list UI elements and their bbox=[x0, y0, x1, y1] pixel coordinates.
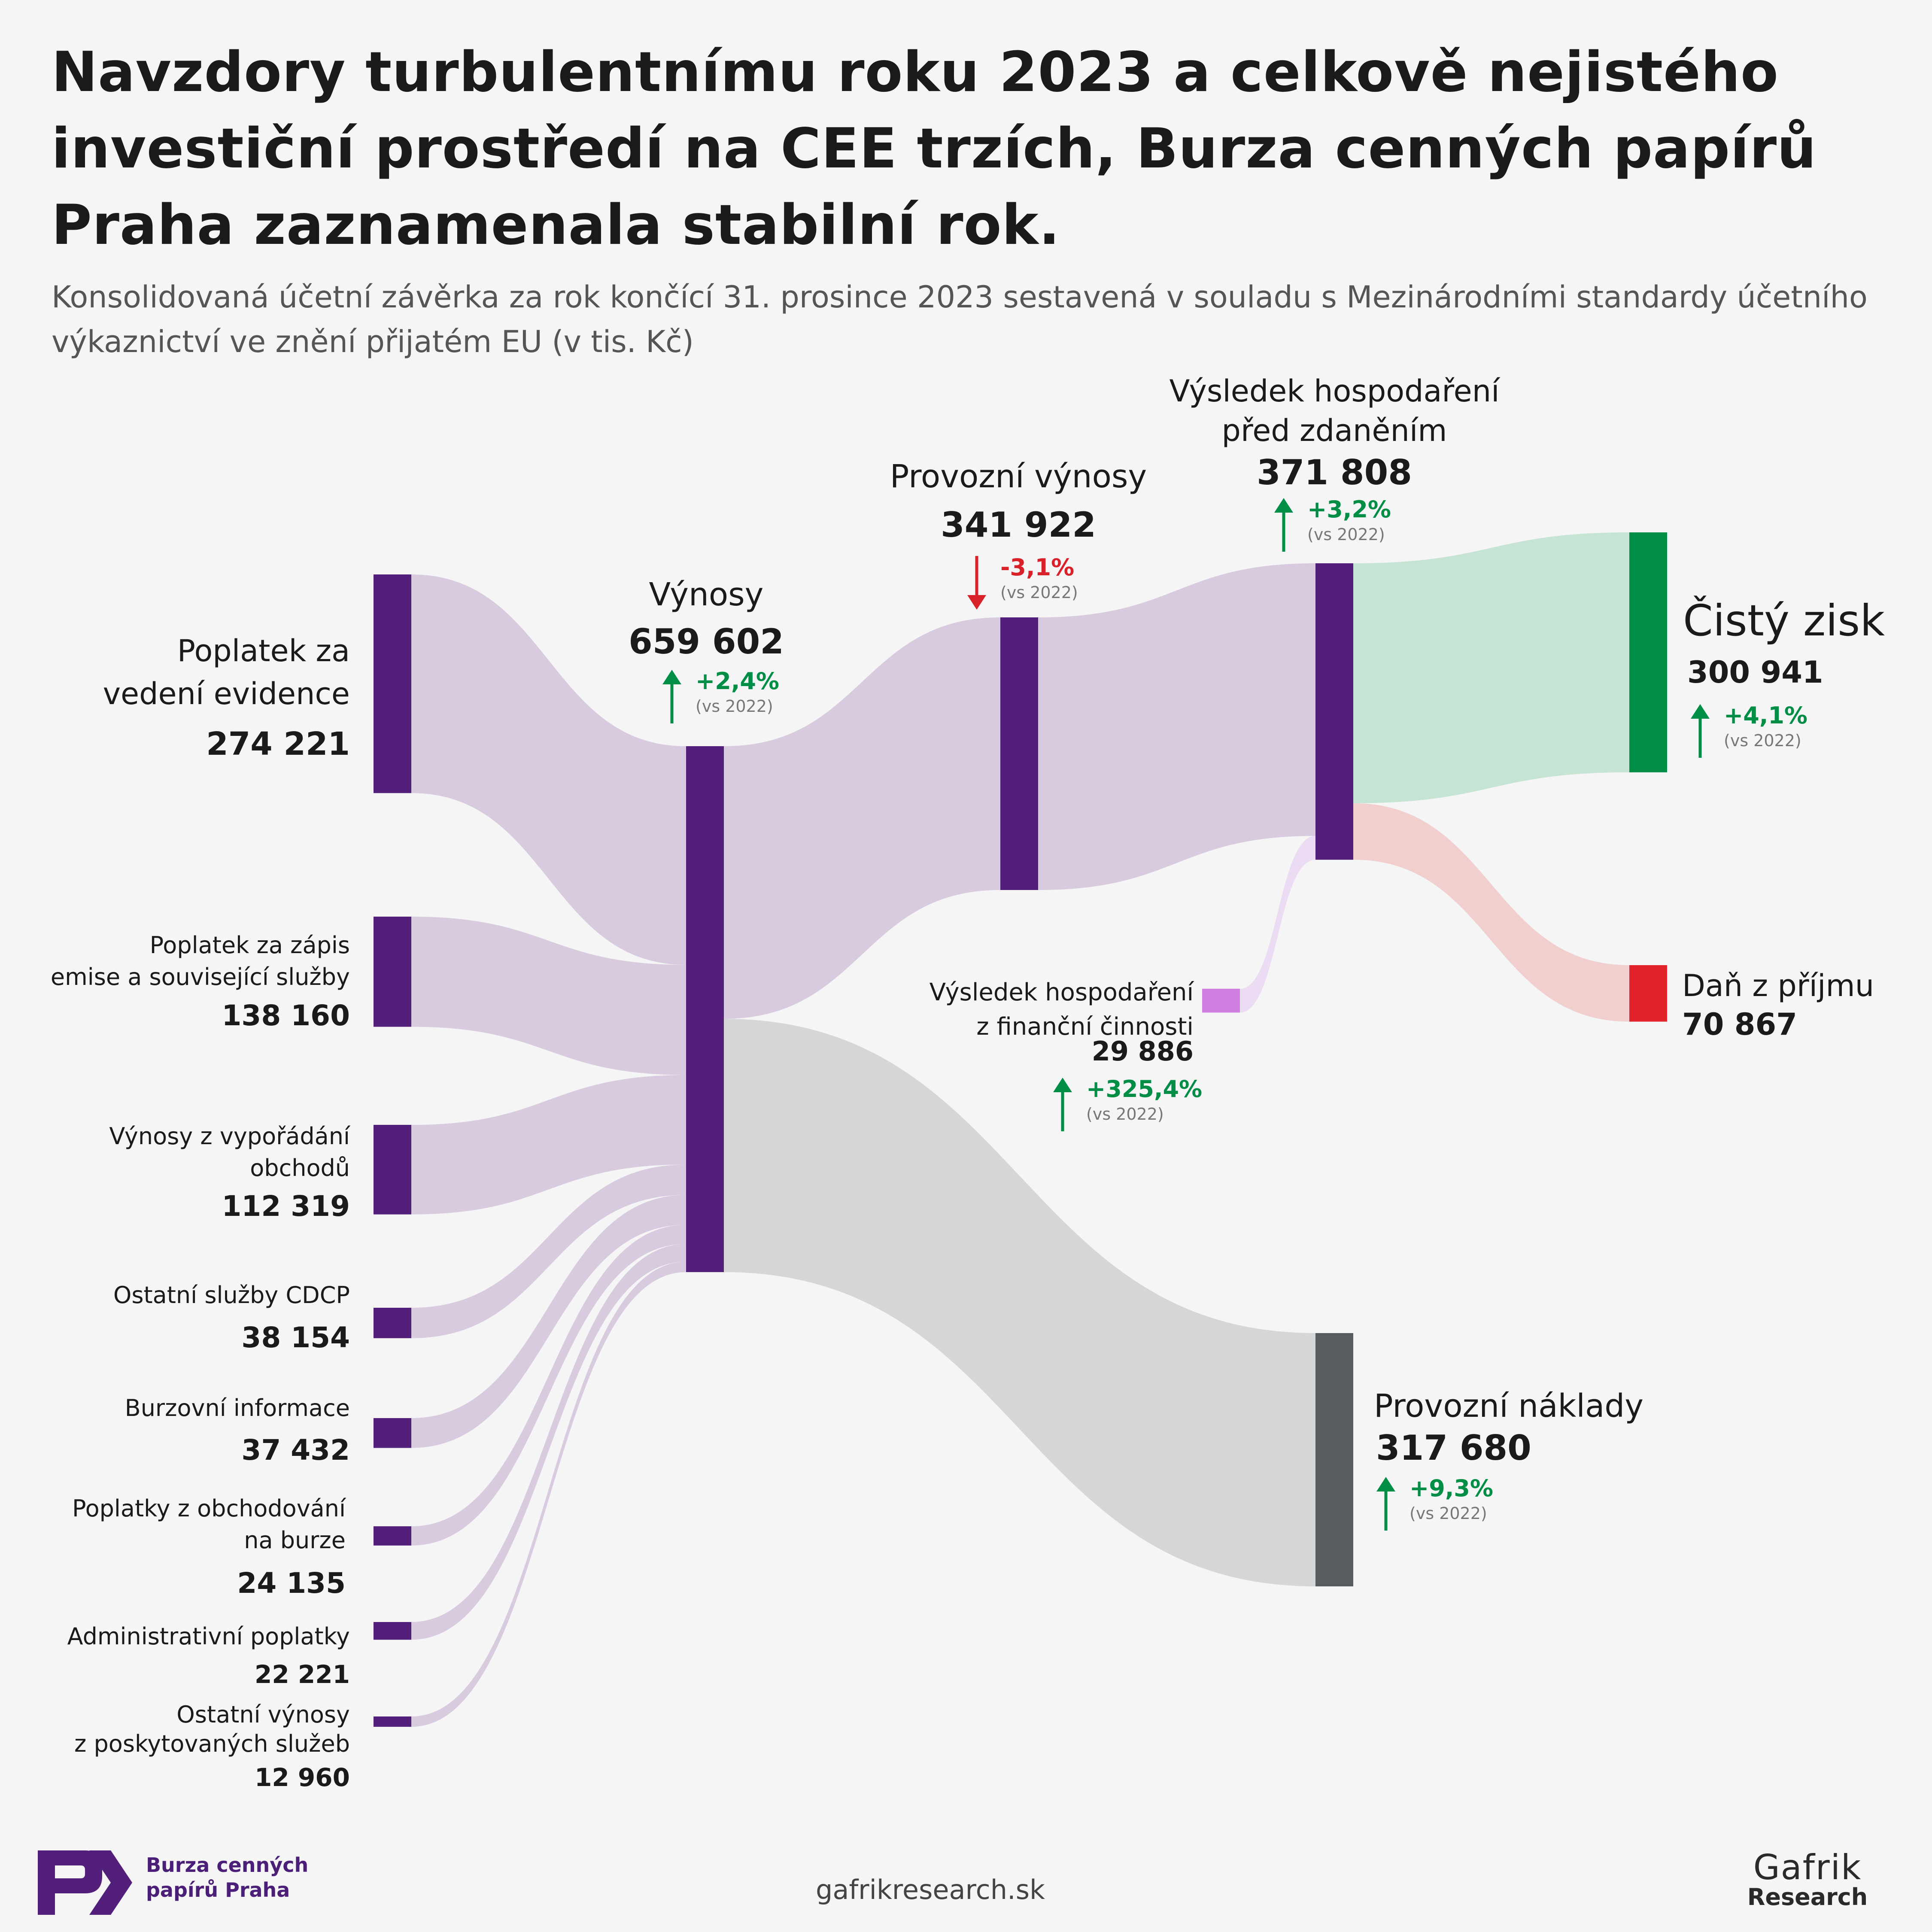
node-administrativni bbox=[374, 1622, 411, 1640]
label-financni-line-2: z finanční činnosti bbox=[976, 1013, 1194, 1041]
provozni-naklady-arrowhead-icon bbox=[1376, 1477, 1395, 1492]
provozni-vynosy-arrowhead-icon bbox=[967, 595, 986, 610]
flow-vynosy-to-provozni_naklady bbox=[724, 1019, 1315, 1586]
page-title: Navzdory turbulentnímu roku 2023 a celko… bbox=[52, 40, 1817, 257]
label-vyporadani-line-1: Výnosy z vypořádání bbox=[109, 1123, 351, 1150]
vh-pred-arrowhead-icon bbox=[1274, 498, 1293, 513]
flow-poplatek_zapis-to-vynosy bbox=[411, 917, 686, 1075]
value-informace: 37 432 bbox=[241, 1434, 350, 1467]
gafrik-logo-line1: Gafrik bbox=[1753, 1847, 1862, 1887]
node-ostatni_vynosy bbox=[374, 1716, 411, 1727]
flow-informace-to-vynosy bbox=[411, 1195, 686, 1448]
label-poplatek-zapis-line-2: emise a související služby bbox=[51, 963, 350, 990]
vynosy-vs-note: (vs 2022) bbox=[696, 697, 773, 716]
value-administrativni: 22 221 bbox=[255, 1660, 350, 1689]
value-provozni-naklady: 317 680 bbox=[1376, 1428, 1531, 1468]
financni-arrowhead-icon bbox=[1053, 1078, 1072, 1092]
provozni-naklady-change: +9,3% bbox=[1410, 1475, 1493, 1502]
label-provozni-naklady: Provozní náklady bbox=[1374, 1388, 1643, 1425]
financni-vs-note: (vs 2022) bbox=[1086, 1105, 1164, 1124]
flow-administrativni-to-vynosy bbox=[411, 1244, 686, 1640]
value-provozni-vynosy: 341 922 bbox=[941, 505, 1096, 545]
sankey-diagram: Poplatek za vedení evidence 274 221 Poplate… bbox=[51, 374, 1885, 1792]
vynosy-change: +2,4% bbox=[696, 668, 779, 695]
node-financni bbox=[1202, 989, 1240, 1013]
label-poplatek-evidence-line-1: Poplatek za bbox=[177, 633, 350, 668]
value-financni: 29 886 bbox=[1092, 1036, 1194, 1067]
page-subtitle: Konsolidovaná účetní závěrka za rok konč… bbox=[52, 279, 1868, 359]
label-ostatni-vynosy-line-1: Ostatní výnosy bbox=[176, 1701, 350, 1728]
value-cisty-zisk: 300 941 bbox=[1687, 655, 1823, 690]
cisty-zisk-change: +4,1% bbox=[1724, 702, 1807, 729]
label-cdcp-line-1: Ostatní služby CDCP bbox=[113, 1282, 350, 1309]
node-cdcp bbox=[374, 1308, 411, 1338]
node-dan bbox=[1629, 965, 1667, 1022]
vh-pred-change: +3,2% bbox=[1307, 496, 1391, 523]
flow-vh_pred-to-cisty_zisk bbox=[1353, 532, 1629, 803]
financni-change: +325,4% bbox=[1086, 1075, 1202, 1103]
node-vh_pred bbox=[1315, 563, 1353, 860]
flow-ostatni_vynosy-to-vynosy bbox=[411, 1261, 686, 1727]
flow-provozni_vynosy-to-vh_pred bbox=[1038, 563, 1315, 890]
label-financni-line-1: Výsledek hospodaření bbox=[930, 978, 1195, 1006]
label-administrativni-line-1: Administrativní poplatky bbox=[67, 1623, 350, 1650]
gafrik-logo-line2: Research bbox=[1747, 1883, 1868, 1911]
value-poplatek-evidence: 274 221 bbox=[206, 726, 350, 762]
value-ostatni-vynosy: 12 960 bbox=[255, 1763, 350, 1792]
provozni-vynosy-change: -3,1% bbox=[1000, 554, 1074, 581]
bcpp-brand-name: Burza cenných papírů Praha bbox=[146, 1853, 309, 1902]
node-cisty_zisk bbox=[1629, 532, 1667, 772]
label-dan: Daň z příjmu bbox=[1682, 968, 1874, 1003]
value-dan: 70 867 bbox=[1682, 1007, 1797, 1042]
node-poplatek_evidence bbox=[374, 574, 411, 793]
label-informace-line-1: Burzovní informace bbox=[125, 1394, 350, 1422]
footer-url[interactable]: gafrikresearch.sk bbox=[816, 1874, 1045, 1905]
node-provozni_vynosy bbox=[1000, 617, 1038, 890]
label-vynosy: Výnosy bbox=[649, 576, 764, 613]
value-vynosy: 659 602 bbox=[629, 622, 784, 662]
flow-obchodovani-to-vynosy bbox=[411, 1224, 686, 1546]
node-poplatek_zapis bbox=[374, 917, 411, 1027]
label-vh-pred-line-2: před zdaněním bbox=[1222, 413, 1447, 448]
flow-vh_pred-to-dan bbox=[1353, 803, 1629, 1022]
value-vh-pred: 371 808 bbox=[1257, 453, 1412, 492]
label-cisty-zisk: Čistý zisk bbox=[1683, 595, 1885, 646]
flow-financni-to-vh_pred bbox=[1240, 836, 1315, 1013]
node-vynosy bbox=[686, 746, 724, 1272]
flow-poplatek_evidence-to-vynosy bbox=[411, 574, 686, 965]
label-obchodovani-line-2: na burze bbox=[244, 1527, 346, 1554]
cisty-zisk-vs-note: (vs 2022) bbox=[1724, 731, 1801, 750]
node-vyporadani bbox=[374, 1125, 411, 1215]
vynosy-arrowhead-icon bbox=[662, 670, 681, 684]
label-ostatni-vynosy-line-2: z poskytovaných služeb bbox=[74, 1730, 350, 1757]
value-poplatek-zapis: 138 160 bbox=[222, 999, 350, 1032]
flow-cdcp-to-vynosy bbox=[411, 1164, 686, 1338]
node-informace bbox=[374, 1418, 411, 1448]
value-cdcp: 38 154 bbox=[241, 1321, 350, 1354]
bcpp-logo-icon bbox=[38, 1850, 132, 1915]
label-obchodovani-line-1: Poplatky z obchodování bbox=[72, 1495, 346, 1522]
label-provozni-vynosy: Provozní výnosy bbox=[890, 458, 1147, 495]
value-vyporadani: 112 319 bbox=[222, 1190, 350, 1223]
label-vh-pred-line-1: Výsledek hospodaření bbox=[1169, 374, 1501, 409]
node-obchodovani bbox=[374, 1526, 411, 1546]
label-poplatek-evidence-line-2: vedení evidence bbox=[103, 676, 350, 711]
flow-vynosy-to-provozni_vynosy bbox=[724, 617, 1000, 1019]
gafrik-research-logo: Gafrik Research bbox=[1743, 1850, 1872, 1910]
value-obchodovani: 24 135 bbox=[237, 1567, 346, 1600]
provozni-naklady-vs-note: (vs 2022) bbox=[1410, 1504, 1487, 1523]
label-poplatek-zapis-line-1: Poplatek za zápis bbox=[150, 932, 350, 959]
cisty-zisk-arrowhead-icon bbox=[1691, 704, 1710, 719]
label-vyporadani-line-2: obchodů bbox=[250, 1154, 350, 1182]
flow-vyporadani-to-vynosy bbox=[411, 1075, 686, 1215]
provozni-vynosy-vs-note: (vs 2022) bbox=[1000, 583, 1078, 602]
node-provozni_naklady bbox=[1315, 1333, 1353, 1586]
vh-pred-vs-note: (vs 2022) bbox=[1307, 525, 1385, 544]
